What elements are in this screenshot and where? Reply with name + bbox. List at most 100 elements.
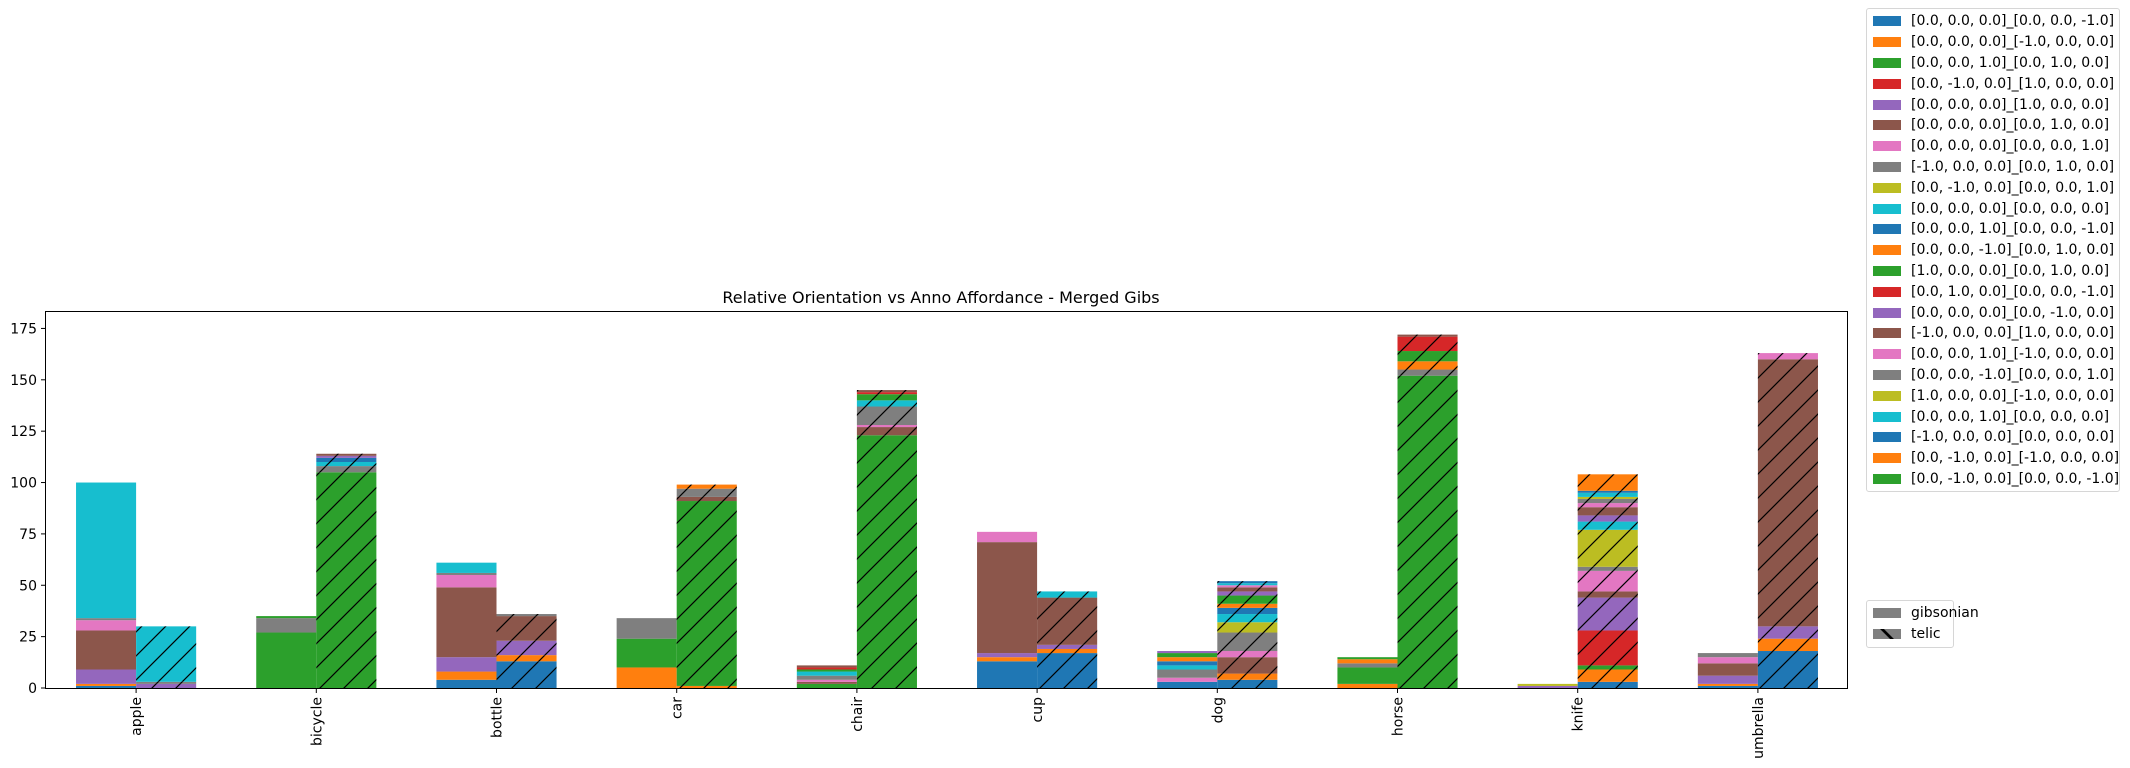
bar-hatch [1577, 490, 1638, 493]
legend-swatch [1873, 203, 1901, 214]
legend-label: [0.0, 0.0, 0.0]_[0.0, 0.0, 1.0] [1911, 138, 2110, 155]
bar-hatch [1577, 498, 1638, 504]
legend-label: [0.0, 0.0, 0.0]_[1.0, 0.0, 0.0] [1911, 96, 2110, 113]
x-tick-label: umbrella [1751, 697, 1767, 759]
bar-segment [76, 618, 137, 621]
legend-item: [0.0, 0.0, 1.0]_[-1.0, 0.0, 0.0] [1867, 344, 2119, 365]
legend-swatch [1873, 390, 1901, 401]
legend-label: [0.0, -1.0, 0.0]_[0.0, 0.0, -1.0] [1911, 470, 2120, 487]
legend-item: [0.0, 0.0, 1.0]_[0.0, 0.0, 0.0] [1867, 406, 2119, 427]
bar-segment [796, 675, 857, 680]
bar-segment [1157, 651, 1218, 654]
group-legend-swatch [1873, 629, 1901, 640]
bar-segment [977, 657, 1038, 662]
group-legend-item: gibsonian [1867, 603, 1979, 624]
legend-swatch [1873, 473, 1901, 484]
y-tick-label: 0 [28, 681, 37, 697]
legend-item: [0.0, 0.0, 1.0]_[0.0, 0.0, -1.0] [1867, 219, 2119, 240]
bar-segment [1337, 657, 1398, 660]
bar-hatch [1577, 496, 1638, 499]
legend-item: [0.0, -1.0, 0.0]_[0.0, 0.0, -1.0] [1867, 469, 2119, 490]
legend-label: [1.0, 0.0, 0.0]_[-1.0, 0.0, 0.0] [1911, 387, 2115, 404]
bar-segment [436, 587, 497, 658]
bar-segment [796, 671, 857, 676]
bar-hatch [1397, 361, 1458, 370]
x-tick-label: bicycle [309, 697, 325, 746]
bar-hatch [856, 390, 917, 393]
bar-hatch [856, 425, 917, 428]
legend-item: [0.0, 0.0, 0.0]_[0.0, 0.0, -1.0] [1867, 11, 2119, 32]
bar-segment [436, 562, 497, 573]
bar-hatch [1757, 638, 1818, 652]
legend-swatch [1873, 453, 1901, 464]
legend-label: [-1.0, 0.0, 0.0]_[0.0, 0.0, 0.0] [1911, 429, 2115, 446]
bar-hatch [856, 394, 917, 401]
bar-hatch [676, 501, 737, 686]
bar-segment [1337, 659, 1398, 664]
bar-segment [616, 618, 677, 639]
x-tick-label: horse [1391, 697, 1407, 736]
legend-swatch [1873, 141, 1901, 152]
bar-hatch [1577, 665, 1638, 670]
bar-segment [1517, 683, 1578, 686]
bar-hatch [1577, 591, 1638, 598]
group-legend: gibsonian telic [1866, 600, 1979, 648]
legend-item: [0.0, 0.0, 1.0]_[0.0, 1.0, 0.0] [1867, 53, 2119, 74]
bar-hatch [1397, 369, 1458, 376]
legend-swatch [1873, 57, 1901, 68]
bar-hatch [1577, 669, 1638, 682]
legend-label: [1.0, 0.0, 0.0]_[0.0, 1.0, 0.0] [1911, 262, 2110, 279]
bar-segment [1157, 661, 1218, 666]
bar-hatch [136, 626, 197, 682]
x-axis: apple bicycle bottle car chair cup dog horse kni… [129, 688, 1767, 759]
bar-segment [76, 685, 137, 688]
legend-swatch [1873, 161, 1901, 172]
bar-segment [1697, 657, 1758, 664]
legend-swatch [1873, 224, 1901, 235]
legend-swatch [1873, 411, 1901, 422]
bar-hatch [1577, 570, 1638, 592]
x-tick-label: chair [850, 697, 866, 732]
group-legend-item: telic [1867, 624, 1953, 645]
x-tick-label: cup [1030, 697, 1046, 723]
bar-hatch [1217, 585, 1278, 588]
legend-item: [0.0, 0.0, 0.0]_[0.0, 0.0, 1.0] [1867, 136, 2119, 157]
bar-segment [436, 657, 497, 672]
bar-hatch [1757, 353, 1818, 360]
group-legend-label: telic [1911, 626, 1941, 643]
bar-segment [1697, 683, 1758, 686]
bar-hatch [496, 655, 557, 662]
bar-hatch [1037, 591, 1098, 598]
bar-segment [1697, 663, 1758, 676]
legend-swatch [1873, 99, 1901, 110]
bar-hatch [1577, 515, 1638, 522]
bar-segment [1697, 675, 1758, 684]
bar-segment [256, 616, 317, 619]
bar-segment [616, 638, 677, 668]
legend-swatch [1873, 16, 1901, 27]
bar-segment [436, 679, 497, 688]
bar-hatch [676, 484, 737, 489]
legend-swatch [1873, 245, 1901, 256]
bar-segment [977, 542, 1038, 654]
legend-item: [-1.0, 0.0, 0.0]_[0.0, 0.0, 0.0] [1867, 427, 2119, 448]
bar-segment [1157, 657, 1218, 662]
bar-segment [1517, 685, 1578, 688]
bar-hatch [316, 472, 377, 688]
bar-hatch [1217, 673, 1278, 680]
bar-hatch [856, 427, 917, 436]
legend-item: [0.0, -1.0, 0.0]_[1.0, 0.0, 0.0] [1867, 73, 2119, 94]
bar-segment [796, 667, 857, 670]
bar-hatch [316, 461, 377, 467]
legend-label: [-1.0, 0.0, 0.0]_[0.0, 1.0, 0.0] [1911, 158, 2115, 175]
bar-segment [1157, 665, 1218, 670]
y-tick-label: 175 [10, 321, 37, 337]
bar-segment [1337, 683, 1398, 688]
chart-title: Relative Orientation vs Anno Affordance … [722, 288, 1159, 307]
legend-swatch [1873, 432, 1901, 443]
legend-label: [0.0, 0.0, 0.0]_[0.0, 0.0, -1.0] [1911, 13, 2115, 30]
bar-segment [256, 618, 317, 633]
legend-label: [0.0, 0.0, -1.0]_[0.0, 1.0, 0.0] [1911, 242, 2115, 259]
bar-segment [76, 482, 137, 619]
bar-hatch [136, 681, 197, 684]
